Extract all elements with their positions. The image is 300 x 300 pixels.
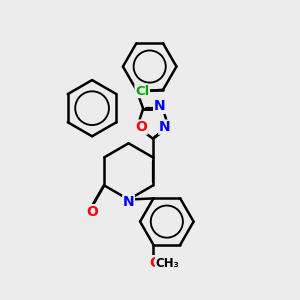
Text: O: O [149,256,161,270]
Text: CH₃: CH₃ [155,257,179,270]
Text: N: N [159,120,170,134]
Text: Cl: Cl [135,85,149,98]
Text: N: N [123,195,134,209]
Text: O: O [135,120,147,134]
Text: O: O [86,205,98,219]
Text: N: N [154,100,165,113]
